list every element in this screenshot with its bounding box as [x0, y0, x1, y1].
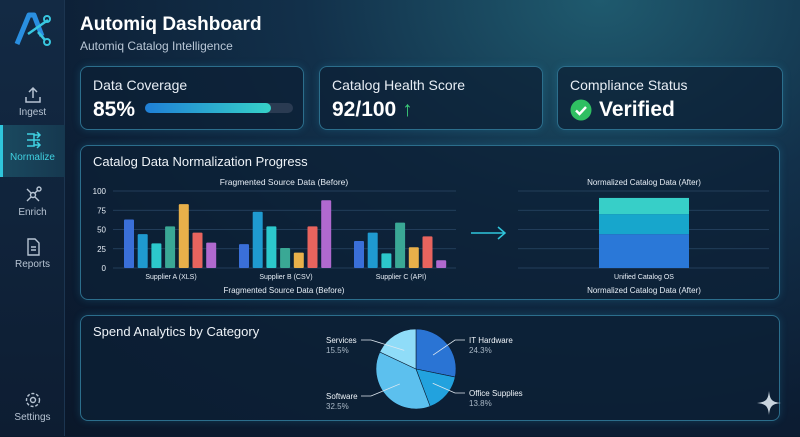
x-tick-label: Supplier B (CSV)	[259, 274, 312, 281]
sidebar-item-label: Enrich	[18, 207, 47, 218]
bar	[192, 232, 203, 268]
automiq-logo	[14, 12, 51, 46]
bar	[124, 219, 134, 268]
network-icon	[26, 186, 42, 202]
slice-percent: 24.3%	[469, 346, 492, 355]
sidebar-item-label: Ingest	[18, 107, 47, 118]
page-subtitle: Automiq Catalog Intelligence	[80, 39, 233, 53]
sidebar-item-label: Reports	[14, 259, 50, 270]
bar	[280, 247, 291, 268]
x-tick-label: Supplier A (XLS)	[145, 274, 196, 281]
x-tick-label: Supplier C (API)	[376, 274, 427, 281]
arrow-up-icon: ↑	[402, 98, 413, 121]
sidebar-item-label: Normalize	[9, 152, 55, 163]
sidebar-item-reports[interactable]: Reports	[0, 232, 65, 284]
page-title: Automiq Dashboard	[80, 14, 262, 35]
after-chart-title: Normalized Catalog Data (After)	[587, 178, 701, 187]
slice-label: Services	[326, 336, 357, 345]
sidebar-item-enrich[interactable]: Enrich	[0, 180, 65, 232]
leader-line	[432, 339, 465, 356]
bar	[151, 243, 162, 268]
slice-percent: 32.5%	[326, 402, 349, 411]
stacked-bar-segment	[599, 214, 689, 235]
card-value: Verified	[570, 98, 675, 122]
data-coverage-card: Data Coverage 85%	[80, 66, 304, 130]
bar	[354, 241, 364, 268]
leader-line	[432, 382, 465, 394]
y-tick-label: 100	[93, 187, 107, 196]
stacked-bar-segment	[599, 197, 689, 215]
sidebar-item-ingest[interactable]: Ingest	[0, 80, 65, 132]
normalization-chart: Fragmented Source Data (Before) Fragment…	[93, 177, 769, 295]
slice-label: Office Supplies	[469, 389, 523, 398]
sidebar-item-settings[interactable]: Settings	[0, 385, 65, 437]
y-tick-label: 75	[97, 206, 106, 215]
bar	[239, 244, 249, 268]
leader-line	[361, 383, 400, 397]
slice-label: IT Hardware	[469, 336, 513, 345]
upload-icon	[24, 86, 41, 103]
slice-label: Software	[326, 392, 358, 401]
sidebar-item-normalize[interactable]: Normalize	[0, 125, 65, 177]
card-value: 92/100 ↑	[332, 98, 413, 122]
card-value: 85%	[93, 98, 136, 121]
coverage-progress-bar	[145, 103, 293, 113]
arrow-right-icon	[471, 226, 507, 240]
slice-percent: 13.8%	[469, 399, 492, 408]
document-icon	[26, 238, 40, 256]
check-circle-icon	[570, 99, 592, 121]
normalization-panel: Catalog Data Normalization Progress Frag…	[80, 145, 780, 300]
panel-title: Spend Analytics by Category	[93, 324, 260, 339]
card-label: Catalog Health Score	[332, 77, 466, 93]
bar	[436, 260, 447, 268]
sidebar-item-label: Settings	[14, 412, 51, 423]
y-tick-label: 25	[97, 245, 106, 254]
bar	[381, 253, 392, 268]
card-label: Data Coverage	[93, 77, 188, 93]
bar	[266, 226, 277, 268]
catalog-health-card: Catalog Health Score 92/100 ↑	[319, 66, 543, 130]
bar	[293, 252, 304, 268]
bar	[137, 234, 148, 268]
bar	[165, 226, 176, 268]
sparkle-icon	[757, 391, 781, 415]
after-category-label: Unified Catalog OS	[614, 274, 674, 281]
bar	[367, 232, 378, 268]
slice-percent: 15.5%	[326, 346, 349, 355]
before-x-axis-label: Fragmented Source Data (Before)	[224, 286, 345, 295]
compliance-value: Verified	[599, 98, 675, 121]
coverage-progress-fill	[145, 103, 271, 113]
compliance-status-card: Compliance Status Verified	[557, 66, 783, 130]
y-tick-label: 50	[97, 226, 106, 235]
spend-analytics-panel: Spend Analytics by Category IT Hardware 2…	[80, 315, 780, 421]
after-x-axis-label: Normalized Catalog Data (After)	[587, 286, 701, 295]
sidebar: Ingest Normalize Enrich Reports Settings	[0, 0, 65, 436]
panel-title: Catalog Data Normalization Progress	[93, 154, 308, 169]
pie-slice	[375, 351, 431, 410]
bar	[395, 222, 406, 268]
bar	[206, 242, 217, 268]
bar	[408, 247, 419, 268]
stacked-bar-segment	[599, 234, 689, 268]
bar	[307, 226, 318, 268]
bar	[178, 204, 189, 268]
normalize-icon	[26, 131, 41, 149]
card-label: Compliance Status	[570, 77, 688, 93]
health-score: 92/100	[332, 98, 397, 121]
pie-slice	[379, 328, 417, 370]
bar	[321, 200, 332, 268]
y-tick-label: 0	[102, 264, 107, 273]
bar	[252, 211, 263, 268]
bar	[422, 236, 433, 268]
leader-line	[361, 339, 405, 351]
before-chart-title: Fragmented Source Data (Before)	[220, 177, 349, 187]
gear-icon	[25, 392, 40, 408]
